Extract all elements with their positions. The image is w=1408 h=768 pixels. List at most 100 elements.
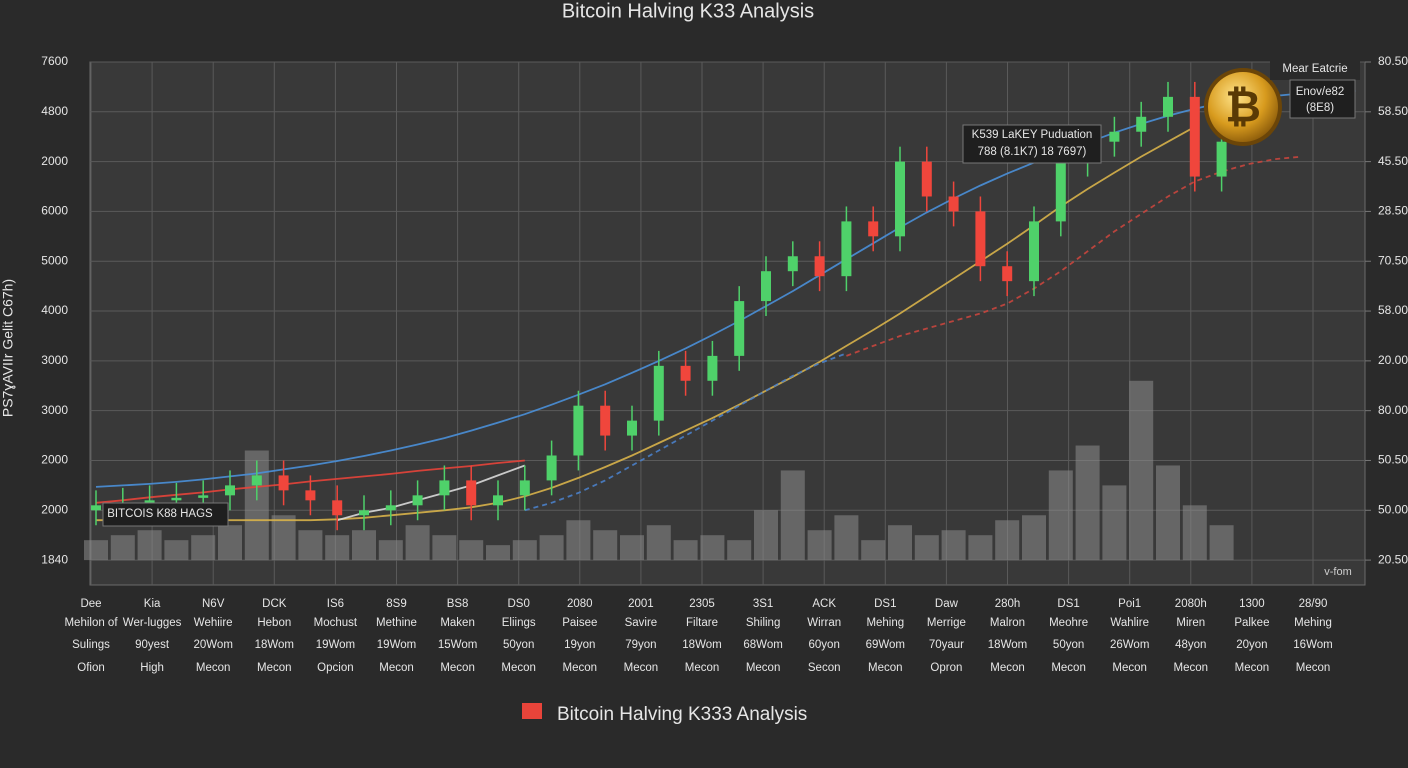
volume-bar: [271, 515, 296, 561]
x-tick-label: Savire: [625, 617, 658, 629]
x-tick-label: Secon: [808, 662, 841, 674]
candle-body: [91, 505, 101, 511]
candle-body: [1002, 266, 1013, 282]
volume-bar: [1156, 465, 1180, 561]
x-tick-label: 2080: [567, 598, 593, 610]
candle-body: [814, 256, 825, 277]
x-tick-label: Merrige: [927, 617, 966, 629]
y2-tick-label: 50.50: [1378, 453, 1408, 467]
x-tick-label: Kia: [144, 598, 161, 610]
x-tick-label: Mecon: [746, 662, 781, 674]
x-tick-label: 20yon: [1236, 639, 1267, 651]
volume-bar: [84, 540, 108, 561]
x-tick-label: Mecon: [1174, 662, 1209, 674]
x-tick-label: 2305: [689, 598, 715, 610]
y-tick-label: 3000: [41, 403, 68, 417]
x-tick-label: Dee: [80, 598, 101, 610]
annotation-box: [962, 124, 1102, 164]
coin-icon: ₿: [1204, 68, 1282, 146]
x-tick-label: Meohre: [1049, 617, 1088, 629]
x-tick-label: Wahlire: [1110, 617, 1149, 629]
annotation: K539 LaKEY Puduation 788 (8.1K7) 18 7697…: [962, 124, 1102, 164]
y-tick-label: 7600: [41, 54, 68, 68]
x-tick-label: 26Wom: [1110, 639, 1149, 651]
candle-body: [948, 196, 959, 212]
x-tick-label: 15Wom: [438, 639, 477, 651]
x-tick-label: 79yon: [625, 639, 656, 651]
x-tick-label: Filtare: [686, 617, 718, 629]
candle-body: [144, 500, 155, 503]
volume-bar: [378, 540, 403, 561]
candle-body: [868, 221, 879, 237]
trend-line: [524, 352, 847, 512]
volume-bar: [1048, 470, 1073, 561]
y-tick-label: 2000: [41, 502, 68, 516]
x-tick-label: DS0: [508, 598, 530, 610]
x-tick-label: DCK: [262, 598, 287, 610]
x-tick-label: Paisee: [562, 617, 597, 629]
x-tick-label: BS8: [447, 598, 469, 610]
x-tick-label: N6V: [202, 598, 225, 610]
x-tick-label: Opron: [930, 662, 962, 674]
candle-body: [1029, 221, 1039, 282]
y-tick-label: 1840: [41, 552, 68, 566]
y2-tick-label: 50.00: [1378, 502, 1408, 516]
label-layer: 7600 4800 2000 6000 5000 4000 3000 3000 2000 2000…: [41, 54, 1408, 674]
candle-body: [385, 505, 396, 511]
x-tick-label: High: [140, 662, 164, 674]
candle-body: [1136, 116, 1147, 132]
y2-tick-label: 20.50: [1378, 552, 1408, 566]
candle-body: [680, 365, 691, 381]
x-tick-label: Maken: [440, 617, 475, 629]
volume-bar: [1182, 505, 1207, 561]
volume-bar: [539, 535, 564, 561]
chart-title: Bitcoin Halving K33 Analysis: [562, 0, 814, 22]
y-tick-label: 3000: [41, 353, 68, 367]
x-tick-label: Wer-lugges: [123, 617, 182, 629]
candle-body: [787, 256, 798, 272]
x-tick-label: Methine: [376, 617, 417, 629]
volume-bar: [780, 470, 805, 561]
volume-bar: [914, 535, 939, 561]
volume-bar: [1102, 485, 1127, 561]
volume-bar: [110, 535, 135, 561]
candle-body: [412, 495, 423, 506]
x-tick-label: Daw: [935, 598, 959, 610]
candle-body: [278, 475, 289, 491]
x-tick-label: 28/90: [1299, 598, 1328, 610]
x-tick-label: 19Wom: [316, 639, 355, 651]
x-tick-label: 1300: [1239, 598, 1265, 610]
candle-body: [1163, 96, 1173, 117]
volume-bar: [244, 450, 269, 561]
volume-bar: [1129, 380, 1154, 561]
volume-bar: [459, 540, 484, 561]
annotation: BITCOIS K88 HAGS: [102, 502, 229, 527]
volume-bar: [593, 530, 618, 561]
x-tick-label: Mecon: [1235, 662, 1270, 674]
x-tick-label: 8S9: [386, 598, 406, 610]
x-tick-label: Palkee: [1234, 617, 1269, 629]
x-tick-label: Mecon: [1051, 662, 1086, 674]
candle-body: [707, 355, 718, 381]
y2-tick-label: 80.00: [1378, 403, 1408, 417]
y-tick-label: 4800: [41, 104, 68, 118]
volume-bar: [754, 510, 778, 561]
y-tick-label: 4000: [41, 303, 68, 317]
x-tick-label: 60yon: [809, 639, 840, 651]
volume-bar: [620, 535, 644, 561]
x-tick-label: 3S1: [753, 598, 773, 610]
x-tick-label: Mecon: [868, 662, 903, 674]
volume-bar: [727, 540, 752, 561]
x-tick-label: 18Wom: [255, 639, 294, 651]
volume-bar: [164, 540, 189, 561]
x-tick-label: Malron: [990, 617, 1025, 629]
x-tick-label: 50yon: [503, 639, 534, 651]
volume-bar: [673, 540, 698, 561]
x-tick-label: Hebon: [257, 617, 291, 629]
candle-body: [1189, 96, 1200, 177]
volume-bar: [968, 535, 993, 561]
candle-body: [600, 405, 611, 436]
volume-bar: [807, 530, 832, 561]
coin-face: [1208, 72, 1278, 142]
